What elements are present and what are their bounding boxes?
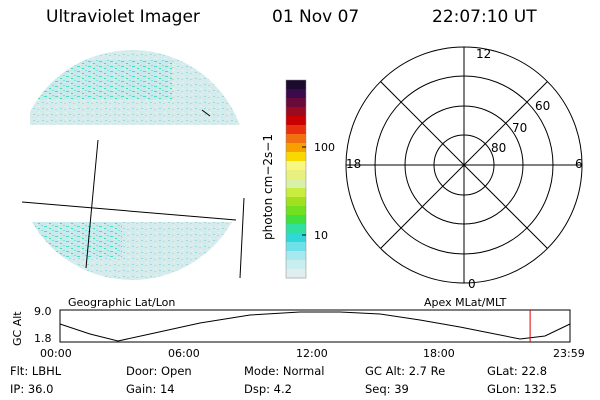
timeline-left-title: Geographic Lat/Lon (68, 296, 176, 309)
colorbar-segment (286, 89, 306, 99)
xtick-1200: 12:00 (296, 347, 328, 360)
xtick-0600: 06:00 (168, 347, 200, 360)
colorbar-segment (286, 125, 306, 135)
colorbar-segment (286, 260, 306, 270)
polar-diagonal-2 (380, 81, 548, 249)
orbit-altitude-line (59, 311, 571, 342)
colorbar-segment (286, 116, 306, 126)
colorbar-segment (286, 206, 306, 216)
colorbar-segment (286, 215, 306, 225)
colorbar-unit-label: photon cm−2s−1 (261, 134, 275, 240)
colorbar (286, 80, 306, 279)
colorbar-segment (286, 242, 306, 252)
colorbar-segment (286, 233, 306, 243)
colorbar-segment (286, 188, 306, 198)
colorbar-segment (286, 224, 306, 234)
colorbar-segment (286, 80, 306, 90)
timeline-ylabel: GC Alt (11, 311, 24, 346)
colorbar-segment (286, 152, 306, 162)
info-seq: Seq: 39 (365, 382, 409, 396)
info-mode: Mode: Normal (244, 364, 325, 378)
colorbar-segment (286, 161, 306, 171)
info-door: Door: Open (126, 364, 192, 378)
info-dsp: Dsp: 4.2 (244, 382, 292, 396)
timeline-plot (59, 309, 571, 343)
colorbar-segment (286, 269, 306, 279)
uv-image (30, 50, 240, 280)
info-glat: GLat: 22.8 (487, 364, 548, 378)
polar-plot (345, 46, 583, 284)
timeline-right-title: Apex MLat/MLT (424, 296, 507, 309)
xtick-0000: 00:00 (40, 347, 72, 360)
xtick-2359: 23:59 (553, 347, 585, 360)
mlt-label-18: 18 (346, 157, 362, 171)
timeline-ymax: 9.0 (34, 305, 52, 318)
colorbar-segment (286, 98, 306, 108)
info-flt: Flt: LBHL (10, 364, 62, 378)
colorbar-segment (286, 107, 306, 117)
mlt-label-12: 12 (476, 47, 492, 61)
info-glon: GLon: 132.5 (487, 382, 557, 396)
info-gain: Gain: 14 (126, 382, 175, 396)
colorbar-segment (286, 134, 306, 144)
xtick-1800: 18:00 (423, 347, 455, 360)
time-label: 22:07:10 UT (432, 7, 537, 27)
colorbar-label-100: 100 (314, 141, 335, 154)
mlat-label-60: 60 (535, 99, 551, 113)
image-grid-lines (21, 109, 245, 279)
mlt-label-6: 6 (575, 157, 583, 171)
colorbar-segment (286, 170, 306, 180)
colorbar-segment (286, 143, 306, 153)
mlat-label-80: 80 (491, 141, 507, 155)
instrument-title: Ultraviolet Imager (46, 7, 200, 27)
colorbar-segment (286, 179, 306, 189)
colorbar-frame (285, 79, 307, 279)
info-gcalt: GC Alt: 2.7 Re (365, 364, 446, 378)
timeline-ymin: 1.8 (34, 332, 52, 345)
timeline-frame (59, 309, 571, 343)
info-ip: IP: 36.0 (10, 382, 54, 396)
mlat-label-70: 70 (512, 121, 528, 135)
date-label: 01 Nov 07 (272, 7, 360, 27)
colorbar-segment (286, 197, 306, 207)
colorbar-segment (286, 251, 306, 261)
colorbar-label-10: 10 (314, 229, 328, 242)
mlt-label-0: 0 (468, 277, 476, 291)
